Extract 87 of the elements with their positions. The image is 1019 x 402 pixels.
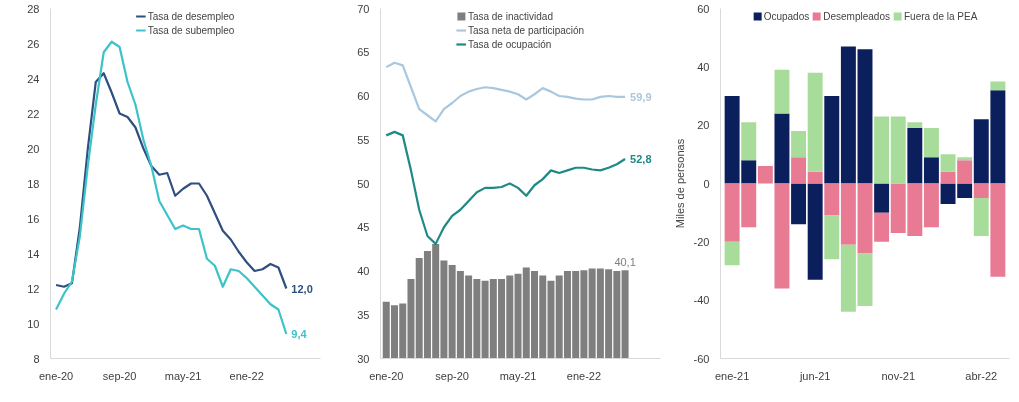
legend-label: Tasa de subempleo (147, 24, 235, 36)
line-series (385, 130, 627, 245)
y-tick-label: 45 (357, 221, 370, 234)
bar (840, 46, 856, 184)
bar (824, 96, 840, 184)
bar (774, 69, 790, 114)
y-tick-label: 65 (357, 46, 370, 59)
legend-label: Tasa neta de participación (467, 24, 585, 36)
bar (807, 72, 823, 172)
y-tick-label: -40 (693, 294, 710, 307)
x-tick-label: may-21 (164, 369, 202, 382)
data-label: 40,1 (614, 256, 636, 269)
y-tick-label: 35 (357, 308, 370, 321)
y-tick-label: 0 (703, 177, 710, 190)
x-tick-label: ene-20 (369, 369, 404, 382)
x-tick-label: sep-20 (435, 369, 469, 382)
y-tick-label: 60 (697, 2, 710, 15)
bar (774, 183, 790, 289)
data-label: 52,8 (630, 153, 652, 165)
y-tick-label: 16 (27, 212, 40, 225)
bar (807, 183, 823, 280)
y-tick-label: 28 (27, 2, 40, 15)
bar (923, 157, 939, 184)
legend-label: Ocupados (763, 10, 810, 22)
y-tick-label: 50 (357, 177, 370, 190)
y-tick-label: 26 (27, 37, 40, 50)
x-tick-label: sep-20 (102, 369, 137, 382)
data-label: 12,0 (291, 282, 313, 295)
bar (990, 81, 1006, 91)
legend-label: Desempleados (823, 10, 890, 22)
x-tick-label: ene-22 (566, 369, 602, 382)
bar (857, 253, 873, 306)
bar (874, 183, 890, 213)
bar (923, 183, 939, 228)
y-tick-label: 10 (27, 317, 40, 330)
bar (791, 131, 807, 158)
bar (807, 171, 823, 184)
bar (724, 241, 740, 266)
line-series (54, 40, 288, 336)
y-tick-label: 18 (27, 177, 40, 190)
y-tick-label: 20 (697, 119, 710, 132)
bar (907, 128, 923, 184)
y-tick-label: -20 (693, 235, 710, 248)
bar (824, 183, 840, 216)
x-tick-label: nov-21 (881, 369, 916, 382)
y-tick-label: 70 (357, 2, 370, 15)
bar (923, 128, 939, 158)
y-tick-label: 30 (357, 352, 370, 365)
bar (791, 157, 807, 184)
x-tick-label: ene-20 (38, 369, 74, 382)
legend-label: Fuera de la PEA (903, 10, 978, 22)
legend-label: Tasa de desempleo (147, 10, 235, 22)
y-tick-label: 12 (27, 282, 40, 295)
bar (874, 116, 890, 184)
bar (857, 183, 873, 254)
line-series (385, 61, 627, 123)
y-tick-label: 14 (27, 247, 40, 260)
y-tick-label: 8 (33, 352, 40, 365)
data-label: 9,4 (291, 328, 308, 340)
y-tick-label: 22 (27, 107, 40, 120)
x-tick-label: abr-22 (965, 369, 998, 382)
data-label: 59,9 (630, 90, 652, 103)
bar (774, 113, 790, 184)
bar (824, 215, 840, 260)
bar (757, 166, 773, 184)
bar (741, 122, 757, 161)
y-tick-label: 55 (357, 133, 370, 146)
bar (973, 198, 989, 236)
legend-label: Tasa de inactividad (467, 10, 553, 22)
bar (874, 212, 890, 242)
y-tick-label: -60 (693, 352, 710, 365)
bar (840, 244, 856, 312)
x-tick-label: ene-22 (229, 369, 264, 382)
bar (840, 183, 856, 245)
bar (791, 183, 807, 225)
line-series (54, 72, 288, 290)
y-tick-label: 24 (27, 72, 40, 85)
x-tick-label: ene-21 (715, 369, 750, 382)
bar (857, 49, 873, 184)
x-tick-label: may-21 (499, 369, 537, 382)
y-axis-title: Miles de personas (673, 138, 686, 229)
y-tick-label: 40 (357, 265, 370, 277)
y-tick-label: 20 (27, 142, 40, 155)
legend-label: Tasa de ocupación (467, 38, 552, 50)
x-tick-label: jun-21 (798, 369, 831, 382)
y-tick-label: 60 (357, 90, 370, 102)
y-tick-label: 40 (697, 60, 710, 73)
